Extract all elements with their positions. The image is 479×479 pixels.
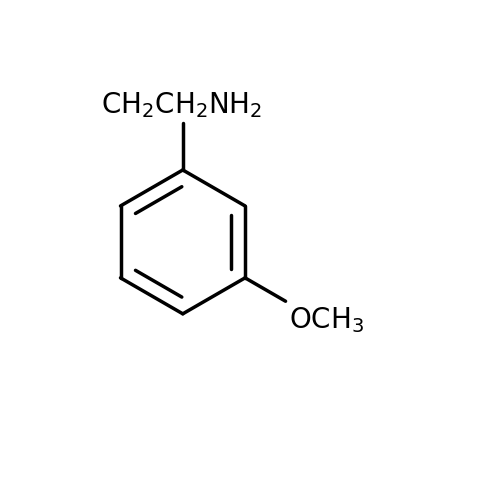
Text: CH$_2$CH$_2$NH$_2$: CH$_2$CH$_2$NH$_2$ bbox=[101, 91, 261, 120]
Text: OCH$_3$: OCH$_3$ bbox=[289, 305, 365, 335]
